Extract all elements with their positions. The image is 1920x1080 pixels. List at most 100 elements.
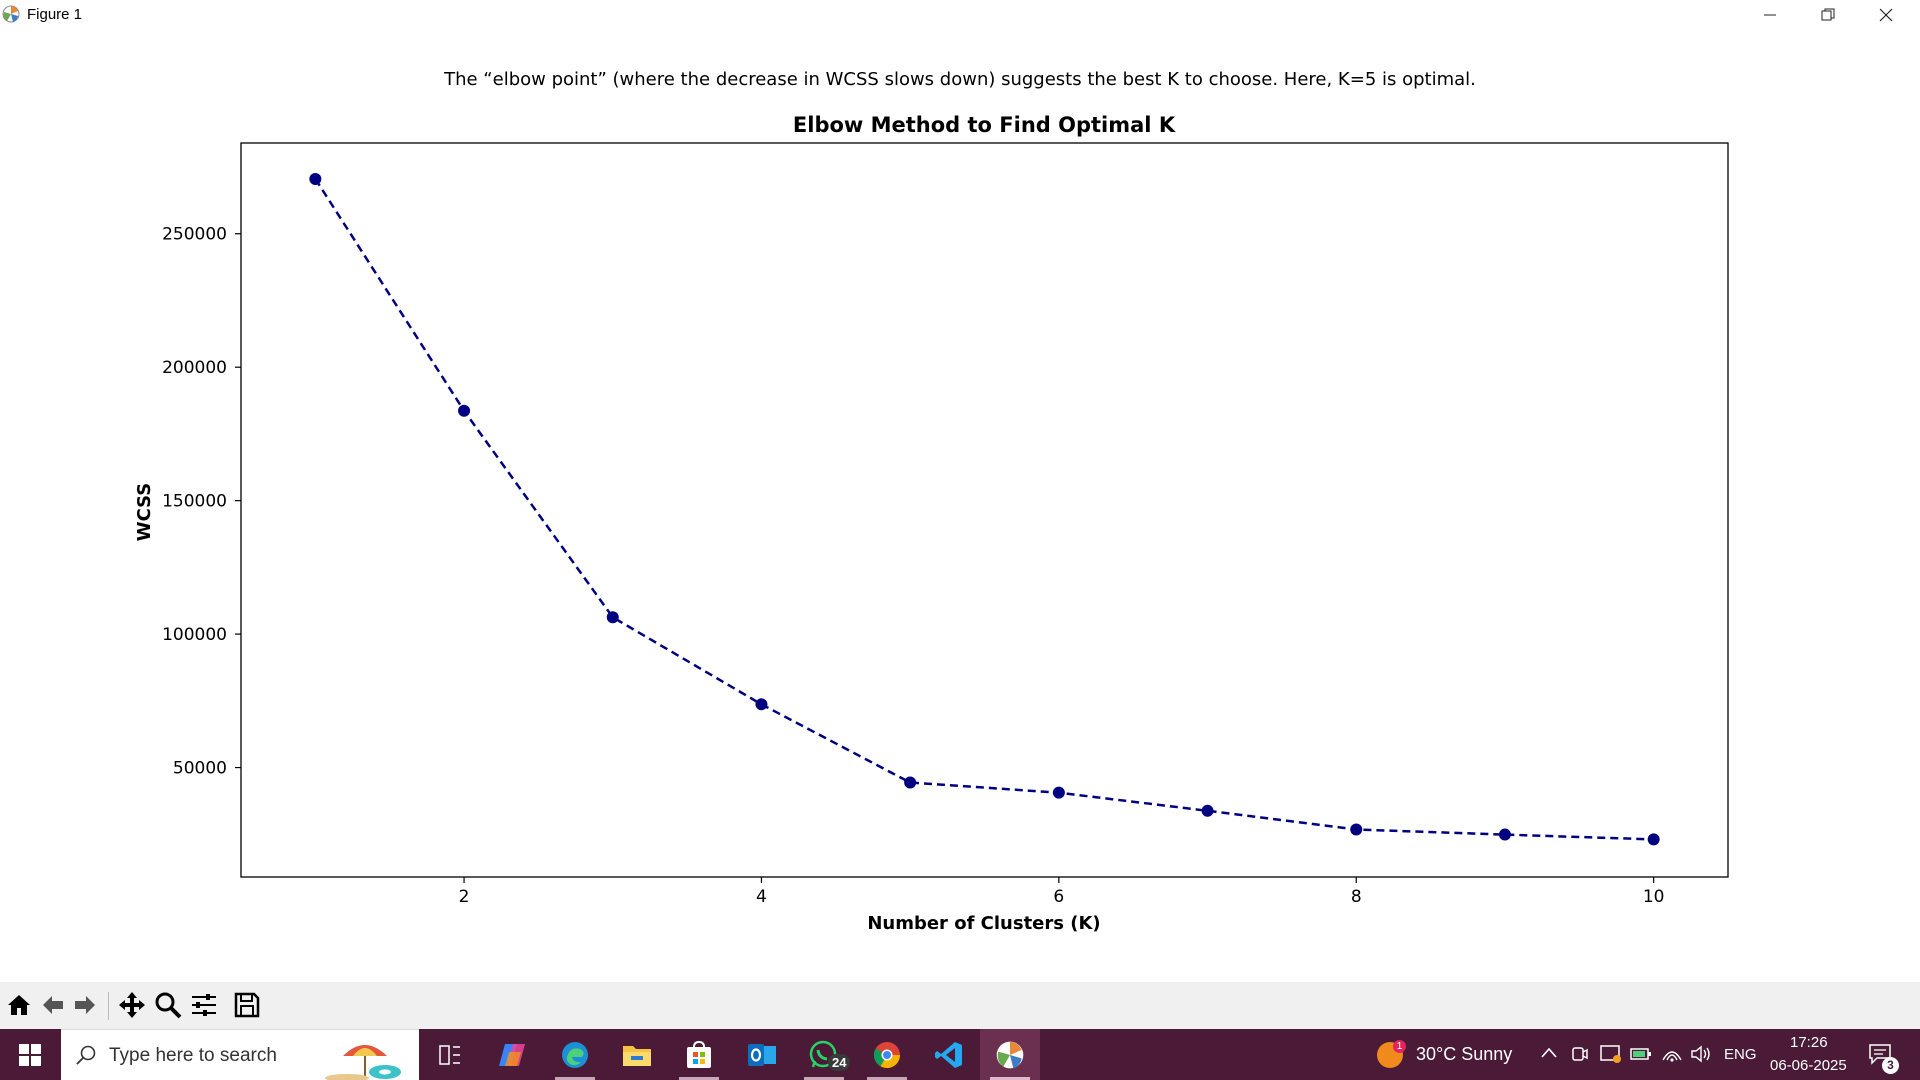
- windows-taskbar: Type here to search 24: [0, 1029, 1920, 1080]
- taskbar-store[interactable]: [669, 1029, 729, 1080]
- wcss-series-line: [314, 178, 1654, 841]
- x-tick-label: 10: [1643, 887, 1665, 907]
- meet-now-icon[interactable]: [1571, 1044, 1589, 1064]
- zoom-icon: [155, 992, 182, 1019]
- taskbar-vscode[interactable]: [919, 1029, 979, 1080]
- save-icon: [234, 992, 260, 1018]
- forward-button[interactable]: [68, 988, 102, 1022]
- notification-count-badge: 3: [1882, 1057, 1899, 1074]
- data-point: [1350, 823, 1363, 836]
- x-tick-label: 4: [756, 887, 767, 907]
- file-explorer-icon: [623, 1045, 651, 1066]
- close-icon: [1879, 8, 1893, 22]
- display-icon[interactable]: [1600, 1044, 1622, 1064]
- zoom-button[interactable]: [151, 988, 185, 1022]
- clock-date[interactable]: 06-06-2025: [1770, 1057, 1847, 1074]
- whatsapp-running-indicator: [804, 1077, 844, 1080]
- data-point: [904, 776, 917, 789]
- close-button[interactable]: [1857, 0, 1915, 30]
- weather-badge: 1: [1393, 1040, 1406, 1053]
- taskbar-whatsapp[interactable]: 24: [794, 1029, 854, 1080]
- taskbar-matplotlib-figure[interactable]: [980, 1029, 1040, 1080]
- x-tick-label: 2: [459, 887, 470, 907]
- back-icon: [43, 996, 63, 1014]
- window-title: Figure 1: [27, 6, 83, 23]
- data-point: [1052, 786, 1065, 799]
- restore-button[interactable]: [1799, 0, 1857, 30]
- minimize-button[interactable]: [1741, 0, 1799, 30]
- y-tick-label: 150000: [162, 492, 227, 512]
- search-highlight-illustration: [325, 1045, 401, 1080]
- figure-canvas[interactable]: The “elbow point” (where the decrease in…: [0, 30, 1920, 982]
- data-point: [1647, 833, 1660, 846]
- clock-time[interactable]: 17:26: [1790, 1034, 1828, 1051]
- figure-note: The “elbow point” (where the decrease in…: [443, 69, 1476, 90]
- search-icon: [76, 1045, 96, 1065]
- windows-logo-icon: [19, 1043, 41, 1066]
- pan-button[interactable]: [115, 988, 149, 1022]
- volume-icon[interactable]: [1690, 1044, 1712, 1064]
- data-point: [755, 698, 768, 711]
- start-button[interactable]: [0, 1029, 60, 1080]
- x-tick-label: 8: [1351, 887, 1362, 907]
- configure-icon: [192, 994, 216, 1016]
- notifications-icon[interactable]: [1868, 1043, 1892, 1065]
- vscode-icon: [935, 1041, 962, 1068]
- forward-icon: [75, 996, 95, 1014]
- taskbar-edge[interactable]: [545, 1029, 605, 1080]
- configure-button[interactable]: [187, 988, 221, 1022]
- plot-frame: [240, 142, 1729, 878]
- data-point: [1498, 828, 1511, 841]
- matplotlib-taskbar-icon: [996, 1041, 1024, 1068]
- x-tick-label: 6: [1053, 887, 1064, 907]
- data-point: [1201, 804, 1214, 817]
- elbow-chart: The “elbow point” (where the decrease in…: [134, 69, 1729, 934]
- home-icon: [8, 995, 30, 1015]
- show-hidden-icons-chevron[interactable]: [1540, 1046, 1558, 1060]
- copilot-icon: [499, 1043, 525, 1066]
- y-tick-label: 200000: [162, 358, 227, 378]
- home-button[interactable]: [2, 988, 36, 1022]
- wcss-points: [309, 173, 1660, 846]
- pan-icon: [119, 992, 145, 1018]
- whatsapp-badge: 24: [828, 1054, 851, 1071]
- chrome-icon: [873, 1041, 901, 1068]
- wifi-icon[interactable]: [1661, 1044, 1683, 1064]
- data-point: [606, 611, 619, 624]
- x-axis-label: Number of Clusters (K): [867, 913, 1100, 934]
- battery-icon[interactable]: [1630, 1045, 1652, 1063]
- taskbar-file-explorer[interactable]: [607, 1029, 667, 1080]
- y-axis-label: WCSS: [134, 483, 155, 542]
- whatsapp-icon: [809, 1040, 837, 1067]
- y-tick-label: 100000: [162, 625, 227, 645]
- language-indicator[interactable]: ENG: [1724, 1046, 1757, 1063]
- matplotlib-app-icon: [2, 5, 20, 23]
- taskbar-copilot[interactable]: [482, 1029, 542, 1080]
- taskbar-outlook[interactable]: [732, 1029, 792, 1080]
- restore-icon: [1821, 8, 1835, 21]
- data-point: [458, 404, 471, 417]
- toolbar-divider: [108, 992, 109, 1020]
- taskbar-search-box[interactable]: Type here to search: [61, 1029, 419, 1080]
- back-button[interactable]: [36, 988, 70, 1022]
- y-axis-ticks: 50000 100000 150000 200000 250000: [162, 225, 241, 779]
- store-running-indicator: [679, 1077, 719, 1080]
- weather-text[interactable]: 30°C Sunny: [1416, 1044, 1513, 1064]
- taskbar-task-view[interactable]: [420, 1029, 480, 1080]
- outlook-icon: [748, 1043, 776, 1066]
- data-point: [309, 173, 322, 186]
- edge-browser-icon: [562, 1041, 588, 1068]
- minimize-icon: [1764, 14, 1776, 16]
- chrome-running-indicator: [867, 1077, 907, 1080]
- chart-title: Elbow Method to Find Optimal K: [793, 113, 1176, 137]
- y-tick-label: 250000: [162, 225, 227, 245]
- microsoft-store-icon: [687, 1040, 711, 1068]
- window-titlebar: Figure 1: [0, 0, 1920, 30]
- save-button[interactable]: [230, 988, 264, 1022]
- matplotlib-toolbar: [0, 982, 1920, 1029]
- task-view-icon: [439, 1044, 460, 1065]
- search-placeholder: Type here to search: [109, 1045, 277, 1066]
- edge-running-indicator: [555, 1077, 595, 1080]
- taskbar-chrome[interactable]: [857, 1029, 917, 1080]
- y-tick-label: 50000: [173, 759, 227, 779]
